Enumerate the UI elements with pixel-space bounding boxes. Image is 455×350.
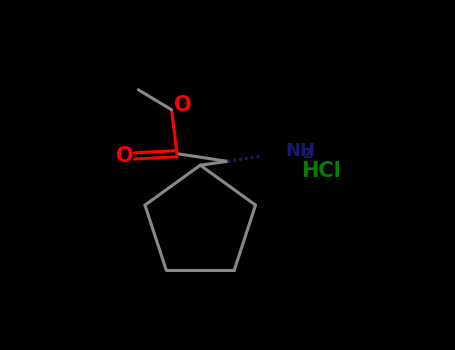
Text: 2: 2 (303, 147, 312, 161)
Text: NH: NH (285, 142, 315, 160)
Text: O: O (116, 146, 134, 166)
Text: O: O (174, 95, 192, 115)
Text: HCl: HCl (301, 161, 341, 181)
